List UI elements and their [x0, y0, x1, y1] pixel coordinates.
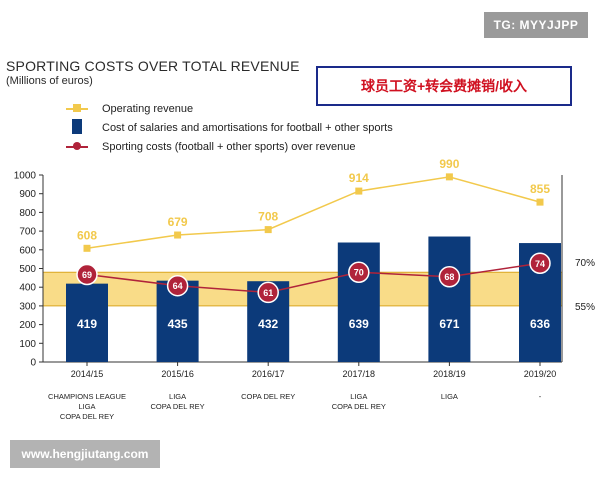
annotation-box: 球员工资+转会费摊销/收入: [316, 66, 572, 106]
category-note: -: [539, 392, 542, 401]
ratio-point: [76, 263, 98, 286]
revenue-value-label: 914: [349, 171, 369, 185]
legend-label-revenue: Operating revenue: [102, 103, 194, 115]
category-note: COPA DEL REY: [332, 402, 386, 411]
revenue-point: [174, 231, 182, 239]
category-note: CHAMPIONS LEAGUE: [48, 392, 126, 401]
y-tick-label: 900: [19, 189, 36, 200]
bar-value-label: 419: [77, 317, 97, 331]
watermark-top: TG: MYYJJPP: [484, 12, 588, 38]
y-tick-label: 700: [19, 227, 36, 238]
category-note: LIGA: [441, 392, 458, 401]
revenue-point: [83, 244, 91, 252]
x-tick-label: 2016/17: [252, 369, 285, 379]
chart-title: SPORTING COSTS OVER TOTAL REVENUE: [6, 58, 300, 74]
ratio-point: [438, 265, 461, 288]
ratio-line: [86, 262, 541, 294]
revenue-point: [355, 187, 363, 195]
category-note: LIGA: [169, 392, 186, 401]
y-tick-label: 0: [30, 358, 36, 369]
legend-label-ratio: Sporting costs (football + other sports)…: [102, 141, 356, 153]
y-tick-label: 600: [19, 245, 36, 256]
revenue-point: [536, 198, 544, 206]
y-tick-label: 500: [19, 264, 36, 275]
ratio-point: [348, 261, 370, 283]
watermark-bottom: www.hengjiutang.com: [10, 440, 160, 468]
bar: [66, 283, 108, 362]
ratio-point: [166, 274, 189, 297]
revenue-point: [445, 173, 453, 181]
chart-subtitle: (Millions of euros): [6, 75, 93, 87]
bar-value-label: 432: [258, 317, 278, 331]
bar-value-label: 671: [439, 317, 459, 331]
y-tick-label: 1000: [14, 171, 37, 182]
legend-label-costs: Cost of salaries and amortisations for f…: [102, 122, 393, 134]
ratio-value-label: 68: [444, 272, 454, 282]
legend-revenue-marker: [73, 104, 81, 112]
revenue-point: [264, 226, 272, 234]
revenue-value-label: 990: [439, 157, 459, 171]
y-tick-label: 300: [19, 301, 36, 312]
x-tick-label: 2019/20: [524, 369, 557, 379]
ratio-point: [529, 252, 551, 275]
bar-value-label: 636: [530, 317, 550, 331]
x-tick-label: 2018/19: [433, 369, 466, 379]
ratio-value-label: 64: [173, 281, 183, 291]
revenue-value-label: 708: [258, 210, 278, 224]
y-tick-label: 200: [19, 320, 36, 331]
y-tick-label: 400: [19, 283, 36, 294]
bar-value-label: 435: [168, 317, 188, 331]
x-tick-label: 2014/15: [71, 369, 104, 379]
category-note: LIGA: [350, 392, 367, 401]
category-note: COPA DEL REY: [241, 392, 295, 401]
revenue-value-label: 608: [77, 228, 97, 242]
category-note: COPA DEL REY: [151, 402, 205, 411]
revenue-value-label: 679: [168, 215, 188, 229]
y-tick-label: 100: [19, 339, 36, 350]
band-label-top: 70%: [575, 258, 595, 269]
ratio-value-label: 69: [82, 270, 92, 280]
x-tick-label: 2017/18: [343, 369, 376, 379]
bar: [428, 236, 471, 362]
band-label-bottom: 55%: [575, 302, 595, 313]
ratio-point: [257, 281, 279, 304]
revenue-value-label: 855: [530, 182, 550, 196]
ratio-value-label: 61: [263, 288, 273, 298]
y-tick-label: 800: [19, 208, 36, 219]
legend-costs-swatch: [72, 119, 82, 134]
category-note: COPA DEL REY: [60, 412, 114, 421]
revenue-line: [86, 176, 541, 250]
percent-band: [43, 272, 562, 306]
ratio-value-label: 70: [354, 268, 364, 278]
legend-ratio-marker: [73, 142, 81, 150]
bar: [337, 242, 380, 362]
bar-value-label: 639: [349, 317, 369, 331]
category-note: LIGA: [78, 402, 95, 411]
x-tick-label: 2015/16: [161, 369, 194, 379]
ratio-value-label: 74: [535, 259, 545, 269]
